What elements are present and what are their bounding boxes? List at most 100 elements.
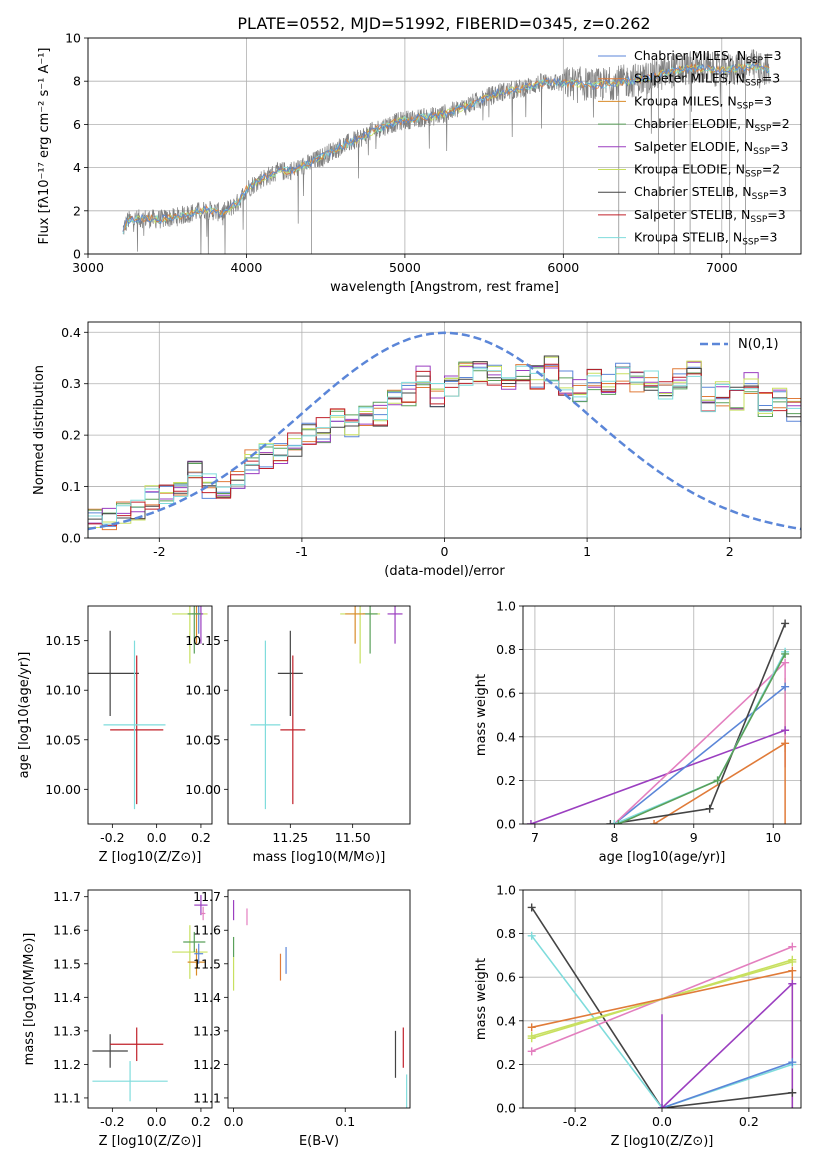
spectrum-model-line xyxy=(122,62,770,232)
histogram-step xyxy=(88,363,801,538)
y-tick-label: 0.8 xyxy=(496,926,516,941)
y-axis-label: mass weight xyxy=(474,674,489,756)
y-tick-label: 2 xyxy=(73,203,81,218)
y-tick-label: 0.1 xyxy=(61,479,81,494)
legend-label: Kroupa MILES, NSSP=3 xyxy=(634,93,772,111)
weight-marker xyxy=(527,1023,536,1032)
x-tick-label: 0 xyxy=(441,544,449,559)
y-tick-label: 11.1 xyxy=(53,1090,81,1105)
spectrum-data-line xyxy=(122,48,770,254)
panel-age_vs_mass: 11.25 11.50 10.00 10.05 10.10 10.15 mass [log1… xyxy=(185,605,411,865)
y-tick-label: 11.4 xyxy=(53,990,81,1005)
y-tick-label: 10 xyxy=(65,31,81,46)
weight-marker xyxy=(606,820,615,824)
panel-weight_vs_Z: -0.2 0.0 0.2 0.0 0.2 0.4 0.6 0.8 1.0 Z [log10(Z/Z… xyxy=(474,883,802,1149)
plot-area xyxy=(250,606,403,810)
weight-marker xyxy=(788,966,797,975)
x-tick-label: 8 xyxy=(610,830,618,845)
x-tick-label: 7000 xyxy=(706,260,738,275)
weight-marker xyxy=(658,1104,666,1108)
y-tick-label: 0.3 xyxy=(61,376,81,391)
y-tick-label: 4 xyxy=(73,160,81,175)
plot-area xyxy=(526,619,790,824)
spectrum-model-line xyxy=(122,63,770,232)
y-tick-label: 11.4 xyxy=(193,990,221,1005)
legend-label: Salpeter MILES, NSSP=3 xyxy=(634,71,780,89)
weight-line xyxy=(613,662,786,824)
y-tick-label: 11.3 xyxy=(193,1023,221,1038)
y-tick-label: 0.6 xyxy=(496,970,516,985)
y-tick-label: 10.15 xyxy=(45,633,81,648)
x-tick-label: 11.50 xyxy=(335,830,371,845)
y-axis-label: Flux [fλ10⁻¹⁷ erg cm⁻² s⁻¹ A⁻¹] xyxy=(37,48,52,245)
y-tick-label: 11.7 xyxy=(193,889,221,904)
y-tick-label: 0.4 xyxy=(496,1013,516,1028)
x-tick-label: 0.0 xyxy=(147,1114,167,1129)
y-tick-label: 0.6 xyxy=(496,686,516,701)
legend-label: Kroupa STELIB, NSSP=3 xyxy=(634,230,778,248)
weight-marker xyxy=(788,1058,797,1067)
y-tick-label: 0.0 xyxy=(61,531,81,546)
weight-marker xyxy=(781,649,790,658)
y-tick-label: 0.8 xyxy=(496,642,516,657)
y-tick-label: 0.0 xyxy=(496,1101,516,1116)
axes-frame xyxy=(227,889,411,1109)
weight-marker xyxy=(781,658,790,667)
axes-frame xyxy=(522,605,802,825)
x-tick-label: 3000 xyxy=(72,260,104,275)
x-axis-label: mass [log10(M/M⊙)] xyxy=(253,850,386,865)
weight-marker xyxy=(527,903,536,912)
y-tick-label: 11.2 xyxy=(53,1057,81,1072)
y-tick-label: 11.5 xyxy=(53,956,81,971)
x-axis-label: age [log10(age/yr)] xyxy=(599,850,726,865)
y-tick-label: 1.0 xyxy=(496,883,516,898)
axes-frame xyxy=(87,889,213,1109)
y-tick-label: 0.0 xyxy=(496,817,516,832)
figure-title: PLATE=0552, MJD=51992, FIBERID=0345, z=0… xyxy=(237,14,650,33)
x-tick-label: 0.0 xyxy=(224,1114,244,1129)
x-tick-label: 0.2 xyxy=(191,1114,211,1129)
axes-frame xyxy=(522,889,802,1109)
legend-label: Salpeter STELIB, NSSP=3 xyxy=(634,207,786,225)
weight-line xyxy=(531,935,793,1108)
y-axis-label: age [log10(age/yr)] xyxy=(17,652,32,779)
panel-mass_vs_ebv: 0.0 0.1 11.1 11.2 11.3 11.4 11.5 11.6 11.7 E(B-V) xyxy=(193,889,411,1149)
x-tick-label: -1 xyxy=(296,544,308,559)
x-tick-label: 10 xyxy=(765,830,781,845)
histogram-step xyxy=(88,355,801,538)
y-tick-label: 11.6 xyxy=(53,923,81,938)
histogram-step xyxy=(88,356,801,538)
legend-label: Chabrier STELIB, NSSP=3 xyxy=(634,184,787,202)
x-tick-label: 0.2 xyxy=(191,830,211,845)
weight-marker xyxy=(527,1047,536,1056)
y-axis-label: mass [log10(M/M⊙)] xyxy=(22,933,37,1066)
weight-marker xyxy=(713,776,722,785)
y-tick-label: 0.2 xyxy=(61,428,81,443)
y-axis-label: Normed distribution xyxy=(32,365,47,495)
x-tick-label: 9 xyxy=(690,830,698,845)
y-tick-label: 10.00 xyxy=(45,782,81,797)
y-tick-label: 11.5 xyxy=(193,956,221,971)
legend-label: N(0,1) xyxy=(738,337,779,352)
axes-frame xyxy=(87,605,213,825)
axes-frame xyxy=(87,321,802,539)
weight-marker xyxy=(705,804,714,813)
y-tick-label: 0.4 xyxy=(61,325,81,340)
y-tick-label: 10.00 xyxy=(185,782,221,797)
x-tick-label: 0.2 xyxy=(739,1114,759,1129)
y-tick-label: 1.0 xyxy=(496,599,516,614)
legend-label: Kroupa ELODIE, NSSP=2 xyxy=(634,162,780,180)
legend-label: Salpeter ELODIE, NSSP=3 xyxy=(634,139,788,157)
x-axis-label: Z [log10(Z/Z⊙)] xyxy=(611,1134,714,1149)
weight-marker xyxy=(788,942,797,951)
panel-spectrum: 3000 4000 5000 6000 7000 0 2 4 6 8 10 wavelength [A… xyxy=(37,31,802,295)
y-tick-label: 10.10 xyxy=(185,683,221,698)
x-tick-label: -0.2 xyxy=(100,1114,124,1129)
legend-label: Chabrier ELODIE, NSSP=2 xyxy=(634,116,790,134)
weight-marker xyxy=(781,739,790,748)
normal-curve xyxy=(88,331,801,531)
panel-mass_vs_Z: -0.2 0.0 0.2 11.1 11.2 11.3 11.4 11.5 11.6 11.7 Z … xyxy=(22,889,213,1149)
weight-line xyxy=(613,686,786,824)
x-tick-label: -2 xyxy=(153,544,165,559)
